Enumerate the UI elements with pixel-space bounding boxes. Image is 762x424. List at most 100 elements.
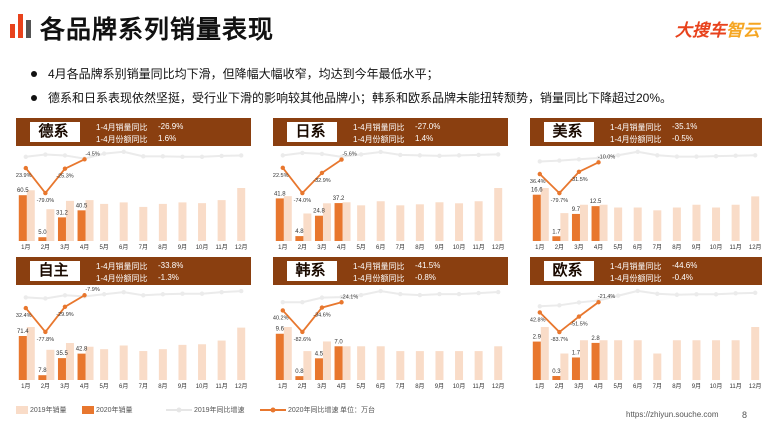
bar-2019 [494, 188, 503, 241]
x-tick-label: 8月 [158, 383, 167, 390]
bar-2019 [712, 207, 721, 241]
logo-part2: 智云 [726, 21, 760, 40]
x-tick-label: 11月 [730, 383, 742, 390]
bar-2019 [731, 340, 740, 380]
line-2019-point [199, 291, 205, 296]
bar-2020 [57, 217, 66, 241]
bar-2019 [376, 201, 385, 241]
bar-2019 [633, 207, 642, 241]
bar-2019 [26, 327, 35, 380]
legend-label-2019-bar: 2019年销量 [29, 407, 67, 414]
bar-2019 [540, 188, 549, 241]
legend-unit: 单位：万台 [340, 407, 375, 414]
line-2020-label: -34.6% [313, 313, 331, 319]
bar-2020 [334, 346, 343, 380]
share-yoy-stat: 1-4月份额同比 -0.5% [610, 134, 693, 145]
x-tick-label: 8月 [672, 383, 681, 390]
bar-2019 [303, 213, 312, 241]
sales-yoy-label: 1-4月销量同比 [353, 123, 405, 132]
bar-2019 [139, 206, 148, 241]
bar-2020 [591, 206, 600, 241]
bar-2020 [571, 357, 580, 380]
bar-2019 [540, 327, 549, 380]
bar-2019 [217, 200, 226, 241]
sales-yoy-label: 1-4月销量同比 [96, 123, 148, 132]
line-2019-point [199, 154, 205, 160]
bar-2019 [119, 345, 128, 380]
line-2020-point [62, 304, 68, 309]
x-tick-label: 7月 [653, 244, 662, 251]
bar-2020-label: 35.5 [56, 351, 68, 357]
x-tick-label: 12月 [749, 244, 762, 251]
line-2019-point [398, 291, 403, 297]
line-2020-label: -24.1% [341, 294, 359, 300]
bar-2019 [217, 340, 226, 380]
line-2019-point [62, 153, 68, 158]
panel-brand-name: 日系 [295, 123, 326, 140]
bar-2020-label: 31.2 [56, 210, 68, 216]
panel-name-bg [287, 122, 337, 142]
brand-chart: 41.8 4.8 24.8 37.2 1月 2月 3月 4月 5月 6月 7月 8月 9月 10月 11月 1… [273, 149, 505, 251]
line-2020-label: -7.9% [85, 287, 99, 293]
line-2019-point [121, 289, 126, 295]
brand-chart: 60.5 5.0 31.2 40.5 1月 2月 3月 4月 5月 6月 7月 8月 9月 10月 11月 1… [16, 149, 248, 251]
line-2019-point [43, 152, 48, 157]
sales-yoy-stat: 1-4月销量同比 -33.8% [96, 261, 183, 272]
bar-2020-label: 41.8 [274, 191, 286, 197]
share-yoy-stat: 1-4月份额同比 -0.4% [610, 273, 693, 284]
line-2019-point [23, 154, 28, 160]
x-tick-label: 1月 [21, 244, 30, 251]
line-2019-point [43, 296, 48, 301]
line-2020 [25, 158, 85, 195]
bar-2020-label: 12.5 [590, 199, 602, 205]
x-tick-label: 12月 [492, 244, 505, 251]
bar-2019 [178, 202, 187, 241]
line-2019-point [398, 152, 403, 158]
line-2019-point [557, 303, 562, 308]
line-2019-point [280, 153, 285, 158]
line-2019-point [496, 152, 501, 157]
bar-2020-label: 9.7 [572, 207, 581, 213]
share-yoy-value: 1.4% [415, 134, 434, 143]
sales-yoy-value: -27.0% [415, 122, 441, 131]
bar-2019 [357, 346, 366, 380]
x-tick-label: 3月 [574, 244, 583, 251]
line-2020-label: -25.3% [56, 174, 74, 180]
line-2020-label: -21.4% [598, 294, 616, 300]
line-2019-point [339, 294, 344, 300]
sales-yoy-label: 1-4月销量同比 [610, 123, 662, 132]
bar-2019 [435, 202, 444, 241]
x-tick-label: 12月 [749, 383, 762, 390]
bar-2019 [455, 351, 464, 380]
x-tick-label: 11月 [730, 244, 742, 251]
bar-2019 [237, 188, 246, 241]
legend-label-2020-line: 2020年同比增速 [287, 407, 339, 414]
x-tick-label: 9月 [178, 383, 187, 390]
bar-2019 [633, 340, 642, 380]
x-tick-label: 11月 [216, 244, 228, 251]
bar-2020 [18, 195, 27, 241]
bar-2019 [692, 340, 701, 380]
bar-2020 [552, 376, 561, 380]
line-2020 [25, 294, 85, 334]
x-tick-label: 2月 [298, 383, 307, 390]
line-2019-point [655, 291, 660, 296]
line-2020-label: -79.0% [37, 198, 55, 204]
x-tick-label: 5月 [99, 383, 108, 390]
line-2019-point [713, 153, 719, 159]
x-tick-label: 10月 [710, 244, 723, 251]
line-2019-point [635, 149, 640, 154]
bar-2019 [158, 203, 167, 241]
x-tick-label: 6月 [119, 383, 128, 390]
bar-2020 [552, 236, 561, 241]
x-tick-label: 9月 [692, 244, 701, 251]
bar-2019 [26, 190, 35, 241]
footer-url[interactable]: https://zhiyun.souche.com [626, 410, 719, 419]
line-2019-point [239, 288, 244, 294]
x-tick-label: 3月 [60, 244, 69, 251]
line-2020-point [557, 329, 562, 335]
x-tick-label: 11月 [473, 244, 485, 251]
x-tick-label: 10月 [710, 383, 723, 390]
line-2019-point [596, 155, 601, 161]
bar-2019 [237, 327, 246, 380]
